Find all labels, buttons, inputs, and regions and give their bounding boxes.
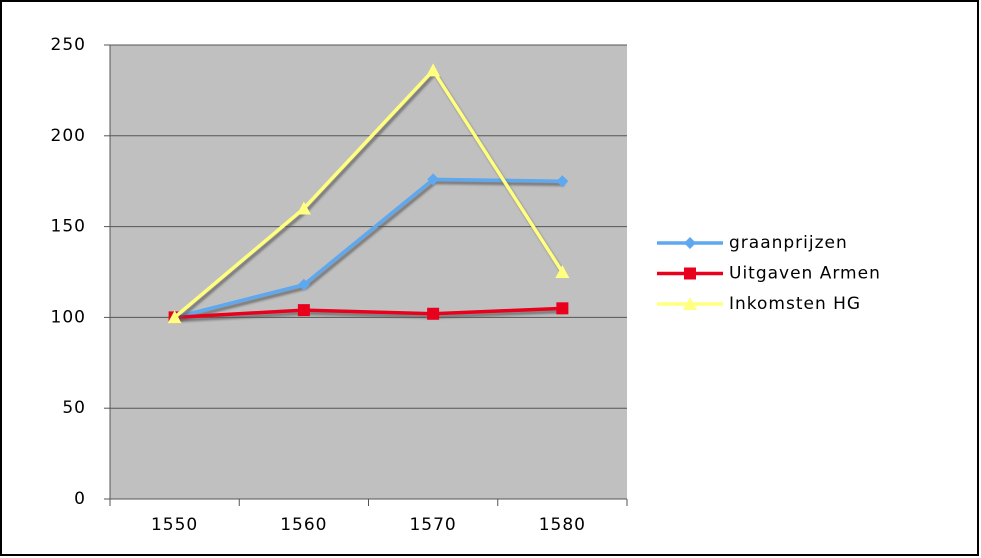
y-tick-label: 250: [51, 35, 86, 55]
data-point: [556, 302, 569, 315]
legend-label: Inkomsten HG: [729, 294, 861, 314]
series-line: [174, 306, 563, 320]
y-tick-label: 200: [51, 126, 86, 146]
legend-label: graanprijzen: [729, 233, 848, 253]
data-point: [555, 265, 570, 278]
data-point: [556, 175, 569, 188]
data-point: [167, 310, 182, 324]
y-tick-label: 100: [51, 307, 86, 327]
y-tick-label: 150: [51, 217, 86, 237]
x-tick-label: 1550: [151, 515, 198, 535]
series-line: [173, 67, 564, 319]
legend-marker: [684, 237, 696, 249]
data-point: [427, 307, 440, 320]
data-point: [427, 173, 440, 186]
x-tick-label: 1570: [409, 515, 456, 535]
data-point: [426, 63, 441, 77]
y-tick-label: 50: [62, 398, 86, 418]
data-point: [297, 278, 310, 291]
x-tick-label: 1560: [280, 515, 327, 535]
y-tick-label: 0: [74, 489, 86, 509]
x-tick-label: 1580: [539, 515, 586, 535]
legend-label: Uitgaven Armen: [729, 264, 881, 284]
legend-marker: [683, 297, 697, 310]
legend-marker: [684, 267, 696, 280]
data-point: [297, 304, 310, 317]
data-point: [296, 201, 311, 215]
series-line: [174, 177, 563, 320]
plot-area: [110, 45, 627, 499]
